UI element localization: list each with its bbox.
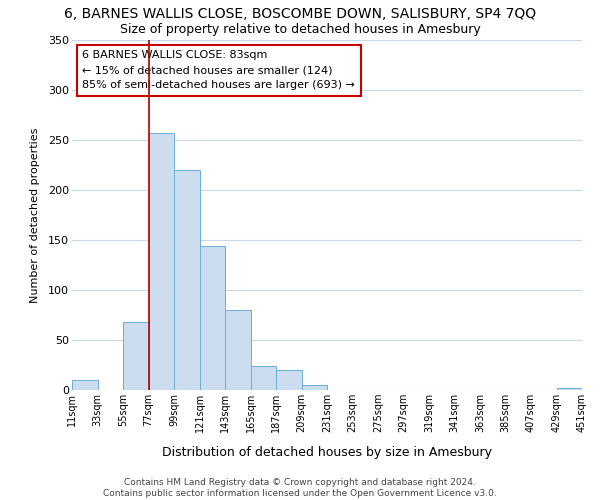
Text: Contains HM Land Registry data © Crown copyright and database right 2024.
Contai: Contains HM Land Registry data © Crown c… <box>103 478 497 498</box>
Bar <box>302 385 327 390</box>
Y-axis label: Number of detached properties: Number of detached properties <box>30 128 40 302</box>
Bar <box>276 370 302 390</box>
Bar <box>225 310 251 390</box>
Bar <box>557 388 582 390</box>
Text: 6, BARNES WALLIS CLOSE, BOSCOMBE DOWN, SALISBURY, SP4 7QQ: 6, BARNES WALLIS CLOSE, BOSCOMBE DOWN, S… <box>64 8 536 22</box>
Bar <box>72 380 97 390</box>
Bar <box>199 246 225 390</box>
Bar <box>174 170 199 390</box>
Text: 6 BARNES WALLIS CLOSE: 83sqm
← 15% of detached houses are smaller (124)
85% of s: 6 BARNES WALLIS CLOSE: 83sqm ← 15% of de… <box>82 50 355 90</box>
Bar <box>123 322 149 390</box>
Bar <box>251 366 276 390</box>
Bar <box>149 133 174 390</box>
Text: Size of property relative to detached houses in Amesbury: Size of property relative to detached ho… <box>119 22 481 36</box>
X-axis label: Distribution of detached houses by size in Amesbury: Distribution of detached houses by size … <box>162 446 492 459</box>
